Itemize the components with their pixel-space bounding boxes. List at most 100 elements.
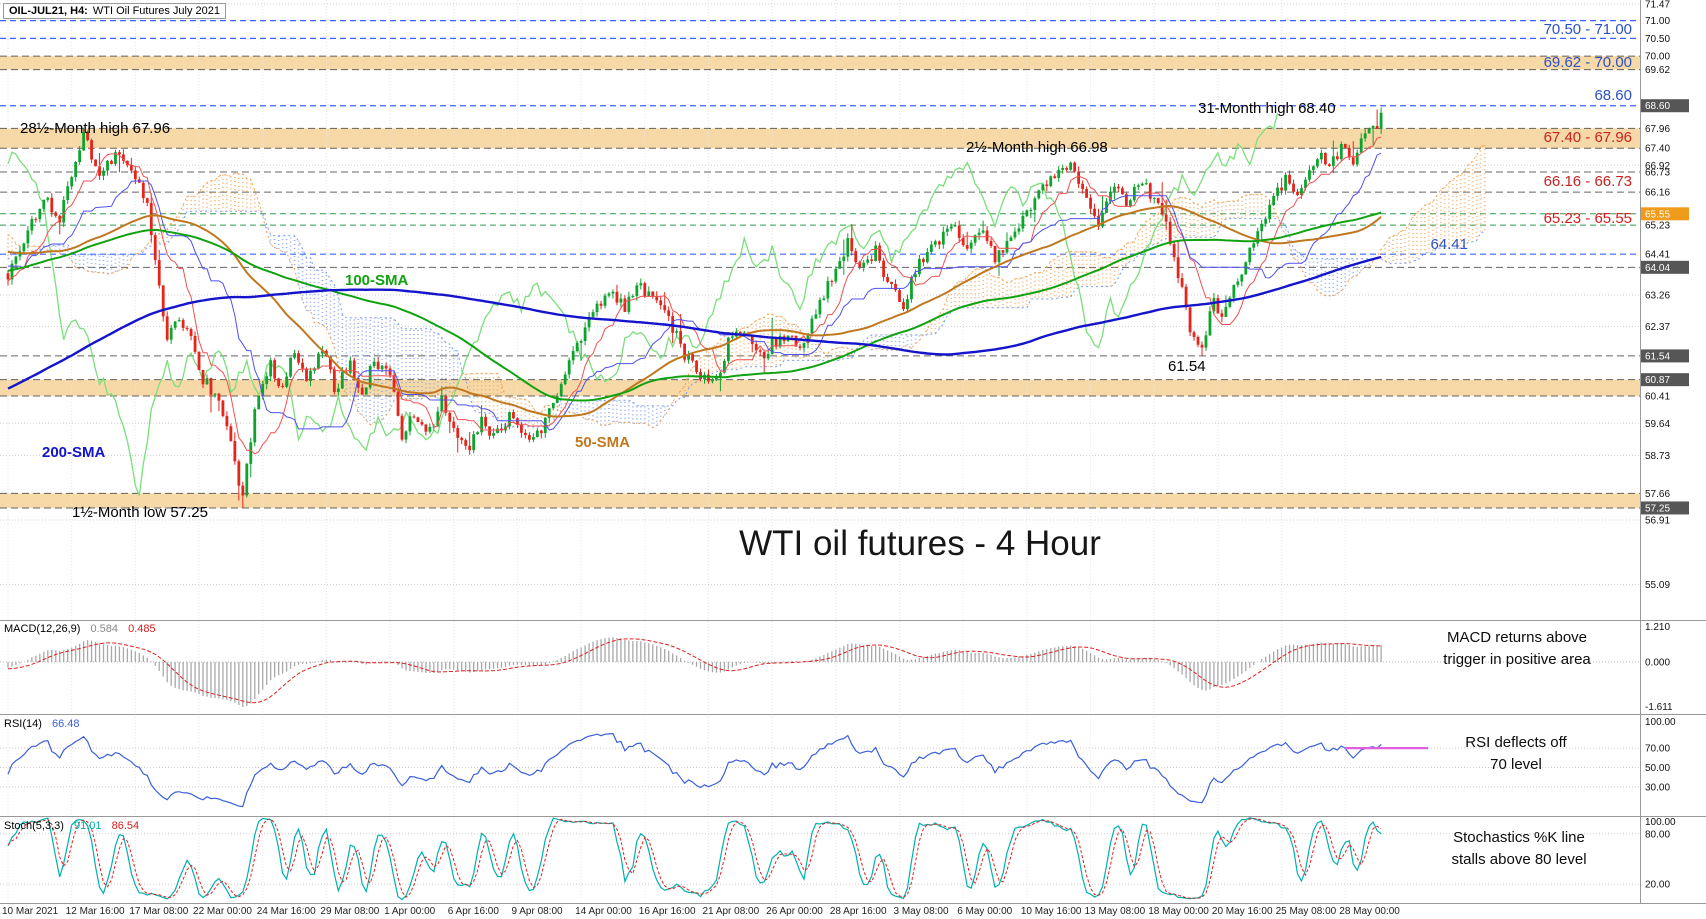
- time-axis-label: 16 Apr 16:00: [639, 906, 696, 917]
- key-level-label: 66.16 - 66.73: [1543, 172, 1632, 190]
- price-axis-label: 65.23: [1645, 221, 1670, 232]
- time-axis-label: 10 May 16:00: [1021, 906, 1082, 917]
- price-axis-label: 63.26: [1645, 290, 1670, 301]
- annotation-low-61-54: 61.54: [1168, 358, 1206, 375]
- macd-note: MACD returns above trigger in positive a…: [1443, 629, 1591, 668]
- time-axis-label: 22 Mar 00:00: [193, 906, 252, 917]
- label-200-sma: 200-SMA: [42, 444, 106, 461]
- time-axis-label: 12 Mar 16:00: [66, 906, 125, 917]
- key-level-label: 69.62 - 70.00: [1543, 53, 1632, 71]
- price-axis-label: 71.47: [1645, 0, 1670, 11]
- price-axis-tag: 57.25: [1645, 503, 1670, 514]
- price-axis-label: 71.00: [1645, 16, 1670, 27]
- price-axis-label: 70.50: [1645, 34, 1670, 45]
- time-axis-label: 18 May 00:00: [1148, 906, 1209, 917]
- time-axis-label: 26 Apr 00:00: [766, 906, 823, 917]
- rsi-note: RSI deflects off 70 level: [1465, 734, 1567, 773]
- svg-text:50.00: 50.00: [1645, 763, 1670, 774]
- time-axis-label: 28 Apr 16:00: [830, 906, 887, 917]
- annotation-high-31-month: 31-Month high 68.40: [1198, 100, 1336, 117]
- price-axis-label: 64.41: [1645, 250, 1670, 261]
- label-50-sma: 50-SMA: [575, 434, 631, 451]
- time-axis-label: 1 Apr 00:00: [384, 906, 436, 917]
- price-axis-label: 57.66: [1645, 489, 1670, 500]
- price-axis-tag: 64.04: [1645, 263, 1670, 274]
- price-axis-tag: 65.55: [1645, 209, 1670, 220]
- time-axis-label: 6 May 00:00: [957, 906, 1012, 917]
- macd-name: MACD(12,26,9): [4, 623, 81, 635]
- time-axis-label: 3 May 08:00: [894, 906, 949, 917]
- price-axis-label: 70.00: [1645, 52, 1670, 63]
- stoch-name: Stoch(5,3,3): [4, 820, 64, 832]
- time-axis-label: 10 Mar 2021: [2, 906, 59, 917]
- rsi-value: 66.48: [51, 718, 80, 730]
- grid-lines: [0, 0, 1640, 903]
- price-axis-label: 66.73: [1645, 167, 1670, 178]
- svg-text:100.00: 100.00: [1645, 717, 1676, 728]
- time-axis-label: 25 May 08:00: [1276, 906, 1337, 917]
- price-axis-tag: 60.87: [1645, 375, 1670, 386]
- time-axis-label: 20 May 16:00: [1212, 906, 1273, 917]
- price-axis: 71.47 71.00 70.50 70.00 69.62 68.60 67.96 67.40…: [1641, 0, 1689, 891]
- key-level-label: 65.23 - 65.55: [1543, 210, 1632, 228]
- label-100-sma: 100-SMA: [345, 272, 409, 289]
- time-axis-label: 14 Apr 00:00: [575, 906, 632, 917]
- macd-signal-value: 0.485: [128, 623, 156, 635]
- price-axis-label: 60.41: [1645, 391, 1670, 402]
- annotation-high-28half-month: 28½-Month high 67.96: [20, 120, 171, 137]
- time-axis-label: 17 Mar 08:00: [129, 906, 188, 917]
- time-axis-label: 9 Apr 08:00: [511, 906, 563, 917]
- price-axis-label: 58.73: [1645, 451, 1670, 462]
- tenkan-kijun-lines: [7, 136, 1382, 455]
- price-axis-label: 55.09: [1645, 580, 1670, 591]
- stoch-d-value: 86.54: [111, 820, 140, 832]
- price-axis-label: 66.16: [1645, 188, 1670, 199]
- symbol-description: WTI Oil Futures July 2021: [92, 5, 221, 17]
- rsi-header: RSI(14) 66.48: [4, 718, 80, 730]
- stoch-k-value: 91.01: [73, 820, 102, 832]
- time-axis-label: 13 May 08:00: [1085, 906, 1146, 917]
- price-axis-tag: 61.54: [1645, 351, 1670, 362]
- stoch-note: Stochastics %K line stalls above 80 leve…: [1451, 829, 1587, 868]
- annotation-high-2half-month: 2½-Month high 66.98: [966, 139, 1108, 156]
- svg-text:20.00: 20.00: [1645, 880, 1670, 891]
- key-level-label: 64.41: [1430, 235, 1468, 253]
- svg-text:30.00: 30.00: [1645, 782, 1670, 793]
- symbol-badge: OIL-JUL21, H4: WTI Oil Futures July 2021: [3, 3, 227, 19]
- stoch-header: Stoch(5,3,3) 91.01 86.54: [4, 820, 139, 832]
- time-axis-label: 24 Mar 16:00: [257, 906, 316, 917]
- rsi-panel: [0, 732, 1640, 808]
- time-axis-label: 21 Apr 08:00: [702, 906, 759, 917]
- time-axis-label: 6 Apr 16:00: [448, 906, 500, 917]
- symbol-label: OIL-JUL21, H4:: [9, 5, 88, 17]
- price-axis-label: 67.96: [1645, 124, 1670, 135]
- price-axis-label: 66.92: [1645, 161, 1670, 172]
- key-level-label: 70.50 - 71.00: [1543, 20, 1632, 38]
- price-axis-tag: 68.60: [1645, 101, 1670, 112]
- price-axis-label: 59.64: [1645, 419, 1670, 430]
- time-axis-label: 29 Mar 08:00: [320, 906, 379, 917]
- svg-text:-1.611: -1.611: [1645, 702, 1673, 713]
- key-level-label: 67.40 - 67.96: [1543, 129, 1632, 147]
- svg-text:100.00: 100.00: [1645, 817, 1676, 828]
- chikou-span-line: [7, 112, 1279, 496]
- rsi-name: RSI(14): [4, 718, 42, 730]
- stochastic-panel: [0, 817, 1640, 901]
- macd-panel: [0, 637, 1640, 707]
- price-axis-label: 56.91: [1645, 516, 1670, 527]
- key-level-label: 68.60: [1594, 86, 1632, 104]
- svg-text:1.210: 1.210: [1645, 622, 1670, 633]
- price-axis-label: 62.37: [1645, 322, 1670, 333]
- ichimoku-cloud: [7, 144, 1486, 429]
- support-resistance-zones: [0, 56, 1640, 508]
- macd-main-value: 0.584: [90, 623, 119, 635]
- price-axis-label: 69.62: [1645, 65, 1670, 76]
- price-axis-label: 67.40: [1645, 144, 1670, 155]
- time-axis: 10 Mar 2021 12 Mar 16:00 17 Mar 08:00 22 Ma…: [2, 906, 1400, 917]
- annotation-low-1half-month: 1½-Month low 57.25: [72, 504, 208, 521]
- svg-text:80.00: 80.00: [1645, 829, 1670, 840]
- macd-header: MACD(12,26,9) 0.584 0.485: [4, 623, 156, 635]
